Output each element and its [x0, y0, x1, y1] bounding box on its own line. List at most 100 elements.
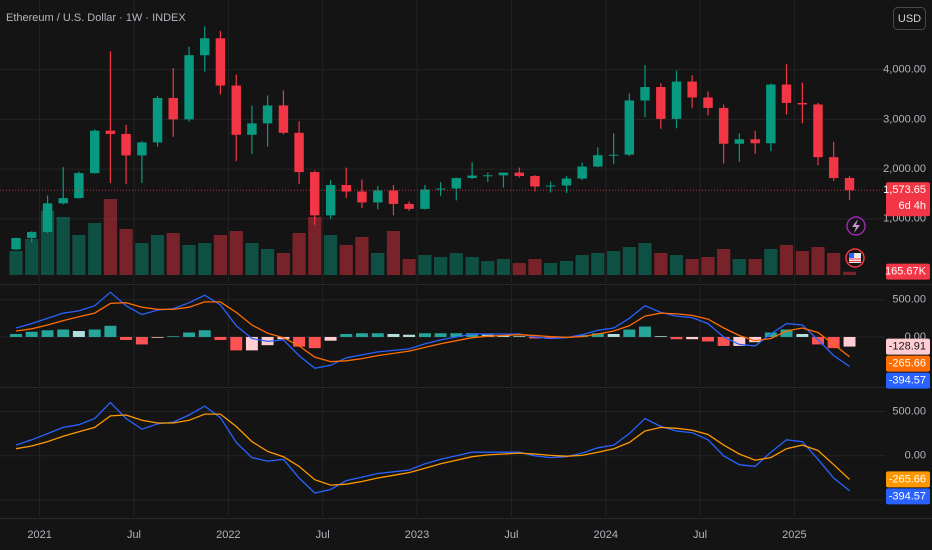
histogram-bar — [796, 333, 809, 337]
y-tick-label: 3,000.00 — [883, 113, 926, 125]
histogram-bar — [245, 336, 258, 351]
histogram-bar — [135, 336, 148, 345]
candle-body — [325, 185, 336, 216]
candle-body — [828, 157, 839, 179]
candle-body — [90, 130, 100, 174]
dividends-icon[interactable] — [845, 248, 865, 268]
volume-bar — [72, 235, 86, 275]
volume-bar — [25, 239, 39, 275]
histogram-bar — [528, 336, 541, 339]
volume-bar — [402, 259, 416, 275]
histogram-bar — [686, 336, 699, 340]
volume-bar — [449, 253, 463, 275]
symbol-title: Ethereum / U.S. Dollar · 1W · INDEX — [6, 12, 186, 24]
candle-body — [231, 85, 241, 135]
volume-bar — [135, 243, 149, 275]
volume-bar — [669, 255, 684, 275]
events-icon[interactable] — [846, 216, 866, 236]
volume-bar — [559, 261, 574, 275]
volume-bar — [308, 217, 322, 275]
volume-bar — [245, 243, 259, 275]
histogram-bar — [308, 336, 321, 349]
histogram-bar — [198, 330, 211, 337]
candle-body — [734, 139, 745, 144]
volume-bar — [386, 231, 401, 275]
volume-bar — [276, 253, 291, 275]
candle-body — [608, 154, 619, 156]
candle-body — [435, 188, 446, 190]
volume-bar — [292, 233, 306, 275]
indicator-line — [15, 291, 850, 369]
histogram-bar — [638, 326, 651, 337]
candle-body — [74, 173, 84, 199]
histogram-bar — [183, 332, 196, 337]
volume-bar — [748, 259, 762, 275]
x-tick-label: 2022 — [216, 529, 240, 541]
volume-bar — [591, 253, 605, 275]
volume-bar — [496, 259, 511, 275]
volume-bar — [842, 271, 857, 275]
histogram-bar — [717, 336, 730, 346]
histogram-bar — [387, 333, 400, 337]
candle-body — [593, 155, 603, 167]
histogram-bar — [293, 336, 306, 347]
candle-body — [844, 178, 855, 191]
candle-body — [215, 38, 226, 86]
volume-bar — [182, 245, 196, 275]
histogram-bar — [466, 333, 479, 337]
y-tick-label: 500.00 — [892, 294, 926, 306]
volume-bar — [103, 199, 117, 275]
candle-body — [451, 178, 461, 189]
histogram-bar — [733, 336, 746, 346]
candle-body — [781, 84, 792, 103]
histogram-bar — [418, 333, 431, 337]
histogram-bar — [843, 336, 856, 347]
histogram-bar — [749, 336, 762, 343]
volume-bar — [701, 257, 715, 275]
histogram-bar — [780, 329, 793, 337]
candle-body — [656, 87, 666, 119]
value-tag-label: -394.57 — [889, 374, 926, 386]
candle-body — [357, 191, 367, 203]
indicator-line — [15, 301, 850, 363]
histogram-bar — [167, 336, 180, 337]
candle-body — [718, 107, 729, 144]
price-tag-label: 1,573.65 — [883, 184, 926, 196]
volume-bar — [685, 259, 699, 275]
value-tag — [886, 355, 930, 372]
candle-body — [26, 231, 37, 238]
candle-body — [703, 97, 713, 108]
candle-body — [530, 176, 540, 187]
candle-body — [624, 100, 635, 155]
histogram-bar — [72, 331, 85, 337]
candle-body — [420, 189, 430, 209]
value-tag-label: -128.91 — [889, 340, 926, 352]
countdown-label: 6d 4h — [898, 200, 926, 212]
value-tag — [886, 488, 930, 505]
x-tick-label: 2023 — [405, 529, 429, 541]
candle-body — [373, 190, 383, 203]
histogram-bar — [104, 325, 117, 337]
candle-body — [545, 185, 556, 187]
volume-bar — [150, 235, 165, 275]
volume-bar — [764, 249, 778, 275]
histogram-bar — [355, 333, 368, 337]
candle-body — [105, 130, 116, 134]
value-tag-label: -265.66 — [889, 473, 926, 485]
histogram-bar — [371, 333, 384, 337]
volume-bar — [56, 217, 70, 275]
volume-bar — [465, 257, 479, 275]
volume-bar — [323, 235, 338, 275]
volume-bar — [607, 251, 621, 275]
volume-bar — [229, 231, 243, 275]
y-tick-label: 0.00 — [905, 450, 926, 462]
x-tick-label: 2021 — [27, 529, 51, 541]
candle-body — [184, 55, 194, 120]
candle-body — [200, 38, 210, 56]
candle-body — [168, 97, 178, 120]
histogram-bar — [25, 331, 38, 337]
x-tick-label: Jul — [504, 529, 518, 541]
volume-bar — [434, 257, 448, 275]
currency-button[interactable] — [893, 7, 926, 30]
